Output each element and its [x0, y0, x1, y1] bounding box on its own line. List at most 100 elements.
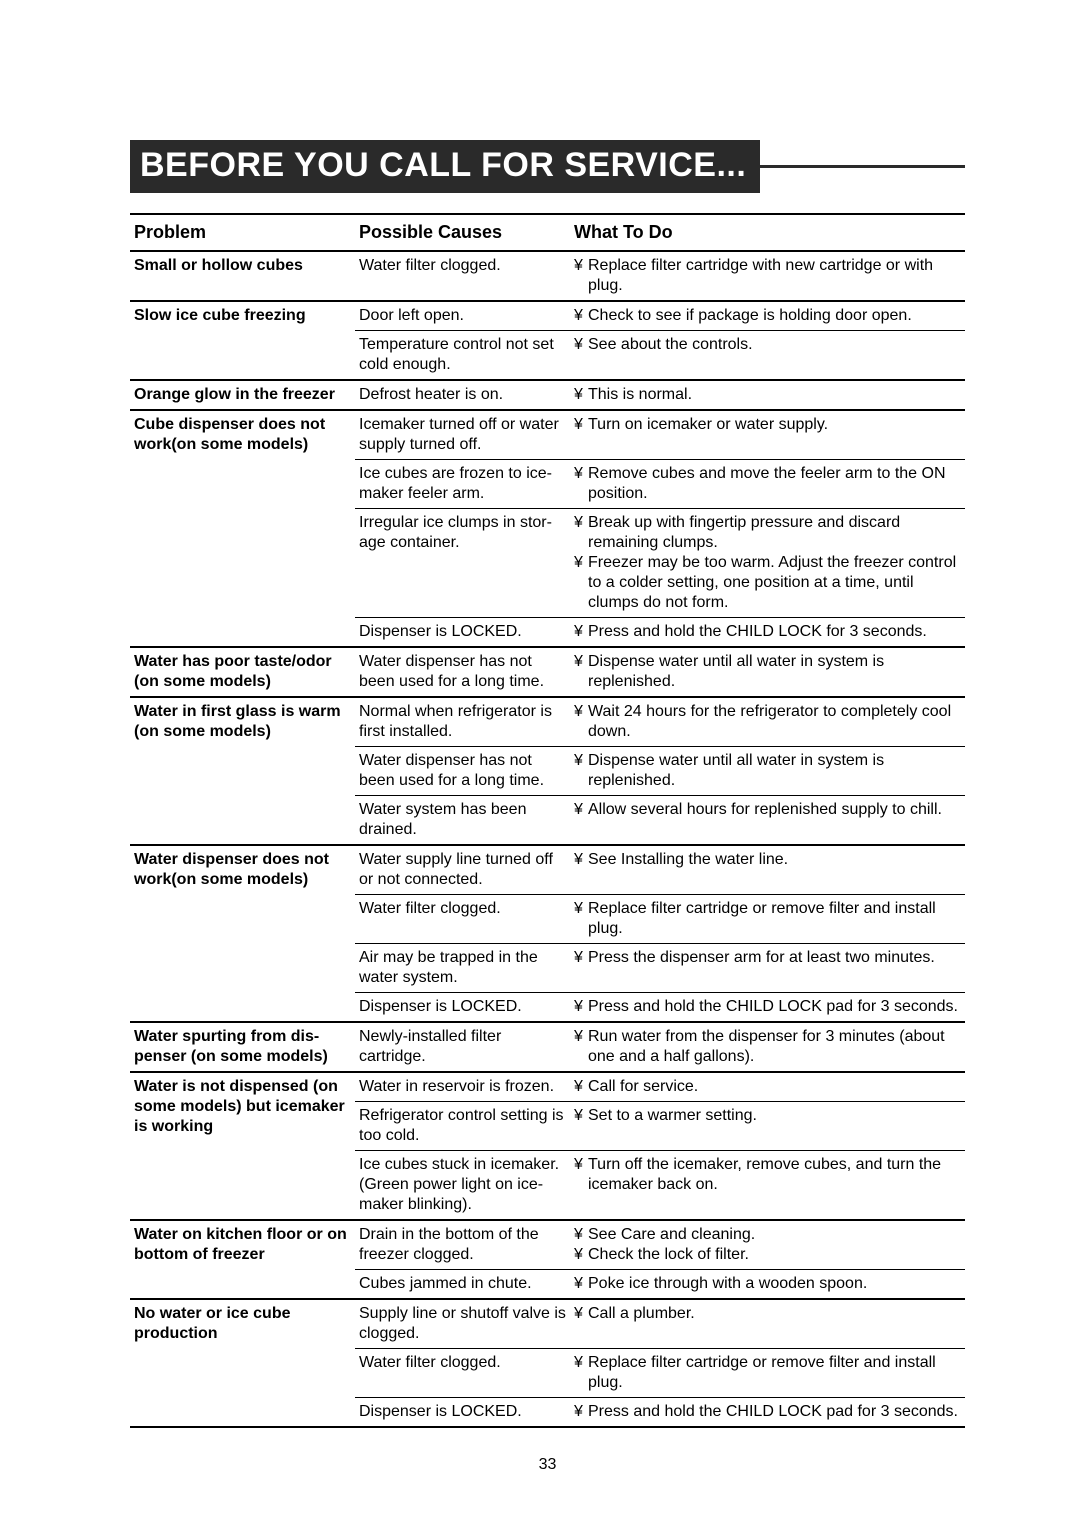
bullet-icon: ¥ — [574, 800, 588, 820]
cause-cell: Door left open. — [355, 301, 570, 331]
action-text: Press and hold the CHILD LOCK for 3 seco… — [588, 622, 927, 642]
cause-cell: Irregular ice clumps in stor-age contain… — [355, 508, 570, 617]
action-text: Dispense water until all water in system… — [588, 652, 961, 692]
action-cell: ¥Turn on icemaker or water supply. — [570, 410, 965, 460]
cause-cell: Water supply line turned off or not conn… — [355, 845, 570, 895]
bullet-icon: ¥ — [574, 1106, 588, 1126]
cause-cell: Refrigerator control setting is too cold… — [355, 1101, 570, 1150]
action-cell: ¥Press and hold the CHILD LOCK pad for 3… — [570, 1397, 965, 1427]
cause-cell: Dispenser is LOCKED. — [355, 1397, 570, 1427]
bullet-icon: ¥ — [574, 1077, 588, 1097]
action-text: Call a plumber. — [588, 1304, 695, 1324]
bullet-icon: ¥ — [574, 1027, 588, 1047]
action-text: Poke ice through with a wooden spoon. — [588, 1274, 867, 1294]
action-text: See Installing the water line. — [588, 850, 788, 870]
action-cell: ¥Allow several hours for replenished sup… — [570, 795, 965, 845]
action-cell: ¥Wait 24 hours for the refrigerator to c… — [570, 697, 965, 747]
action-cell: ¥Press and hold the CHILD LOCK pad for 3… — [570, 992, 965, 1022]
cause-cell: Cubes jammed in chute. — [355, 1269, 570, 1299]
header-problem: Problem — [130, 214, 355, 251]
cause-cell: Temperature control not set cold enough. — [355, 330, 570, 380]
problem-cell: No water or ice cube production — [130, 1299, 355, 1427]
bullet-icon: ¥ — [574, 306, 588, 326]
page-number: 33 — [130, 1456, 965, 1474]
action-text: This is normal. — [588, 385, 692, 405]
action-cell: ¥See Installing the water line. — [570, 845, 965, 895]
action-text: Replace filter cartridge with new cartri… — [588, 256, 961, 296]
action-cell: ¥Replace filter cartridge or remove filt… — [570, 1348, 965, 1397]
action-text: Check to see if package is holding door … — [588, 306, 912, 326]
action-cell: ¥This is normal. — [570, 380, 965, 410]
bullet-icon: ¥ — [574, 702, 588, 722]
cause-cell: Water in reservoir is frozen. — [355, 1072, 570, 1102]
bullet-icon: ¥ — [574, 1304, 588, 1324]
bullet-icon: ¥ — [574, 1245, 588, 1265]
action-cell: ¥See about the controls. — [570, 330, 965, 380]
action-text: Break up with fingertip pressure and dis… — [588, 513, 961, 553]
action-cell: ¥Poke ice through with a wooden spoon. — [570, 1269, 965, 1299]
bullet-icon: ¥ — [574, 1274, 588, 1294]
cause-cell: Dispenser is LOCKED. — [355, 992, 570, 1022]
cause-cell: Ice cubes stuck in icemaker. (Green powe… — [355, 1150, 570, 1220]
bullet-icon: ¥ — [574, 652, 588, 672]
problem-cell: Water is not dispensed (on some models) … — [130, 1072, 355, 1220]
cause-cell: Water filter clogged. — [355, 251, 570, 301]
action-text: Allow several hours for replenished supp… — [588, 800, 942, 820]
problem-cell: Slow ice cube freezing — [130, 301, 355, 380]
action-text: Check the lock of filter. — [588, 1245, 749, 1265]
header-cause: Possible Causes — [355, 214, 570, 251]
bullet-icon: ¥ — [574, 1155, 588, 1175]
cause-cell: Icemaker turned off or water supply turn… — [355, 410, 570, 460]
action-cell: ¥Check to see if package is holding door… — [570, 301, 965, 331]
cause-cell: Supply line or shutoff valve is clogged. — [355, 1299, 570, 1349]
action-text: Set to a warmer setting. — [588, 1106, 757, 1126]
troubleshooting-table: Problem Possible Causes What To Do Small… — [130, 213, 965, 1428]
cause-cell: Water filter clogged. — [355, 894, 570, 943]
action-cell: ¥Dispense water until all water in syste… — [570, 647, 965, 697]
action-text: Remove cubes and move the feeler arm to … — [588, 464, 961, 504]
action-text: Press and hold the CHILD LOCK pad for 3 … — [588, 997, 958, 1017]
page-title: BEFORE YOU CALL FOR SERVICE... — [130, 140, 760, 193]
action-cell: ¥Replace filter cartridge or remove filt… — [570, 894, 965, 943]
action-cell: ¥See Care and cleaning.¥Check the lock o… — [570, 1220, 965, 1270]
cause-cell: Air may be trapped in the water system. — [355, 943, 570, 992]
bullet-icon: ¥ — [574, 997, 588, 1017]
action-text: Wait 24 hours for the refrigerator to co… — [588, 702, 961, 742]
action-text: Run water from the dispenser for 3 minut… — [588, 1027, 961, 1067]
action-text: Turn on icemaker or water supply. — [588, 415, 828, 435]
cause-cell: Newly-installed filter cartridge. — [355, 1022, 570, 1072]
header-what: What To Do — [570, 214, 965, 251]
cause-cell: Water filter clogged. — [355, 1348, 570, 1397]
action-text: Replace filter cartridge or remove filte… — [588, 1353, 961, 1393]
action-cell: ¥Replace filter cartridge with new cartr… — [570, 251, 965, 301]
problem-cell: Water on kitchen floor or on bottom of f… — [130, 1220, 355, 1299]
problem-cell: Orange glow in the freezer — [130, 380, 355, 410]
action-text: Freezer may be too warm. Adjust the free… — [588, 553, 961, 613]
bullet-icon: ¥ — [574, 948, 588, 968]
cause-cell: Water dispenser has not been used for a … — [355, 647, 570, 697]
action-cell: ¥Call for service. — [570, 1072, 965, 1102]
cause-cell: Ice cubes are frozen to ice-maker feeler… — [355, 459, 570, 508]
bullet-icon: ¥ — [574, 622, 588, 642]
action-text: See about the controls. — [588, 335, 753, 355]
action-cell: ¥Break up with fingertip pressure and di… — [570, 508, 965, 617]
problem-cell: Small or hollow cubes — [130, 251, 355, 301]
cause-cell: Dispenser is LOCKED. — [355, 617, 570, 647]
bullet-icon: ¥ — [574, 256, 588, 276]
action-cell: ¥Press and hold the CHILD LOCK for 3 sec… — [570, 617, 965, 647]
bullet-icon: ¥ — [574, 1402, 588, 1422]
action-text: Call for service. — [588, 1077, 698, 1097]
bullet-icon: ¥ — [574, 751, 588, 771]
bullet-icon: ¥ — [574, 553, 588, 573]
action-cell: ¥Turn off the icemaker, remove cubes, an… — [570, 1150, 965, 1220]
action-text: Press the dispenser arm for at least two… — [588, 948, 935, 968]
action-cell: ¥Set to a warmer setting. — [570, 1101, 965, 1150]
cause-cell: Normal when refrigerator is first instal… — [355, 697, 570, 747]
bullet-icon: ¥ — [574, 1225, 588, 1245]
title-rule — [760, 165, 965, 168]
bullet-icon: ¥ — [574, 415, 588, 435]
cause-cell: Drain in the bottom of the freezer clogg… — [355, 1220, 570, 1270]
action-cell: ¥Run water from the dispenser for 3 minu… — [570, 1022, 965, 1072]
action-cell: ¥Call a plumber. — [570, 1299, 965, 1349]
cause-cell: Water system has been drained. — [355, 795, 570, 845]
